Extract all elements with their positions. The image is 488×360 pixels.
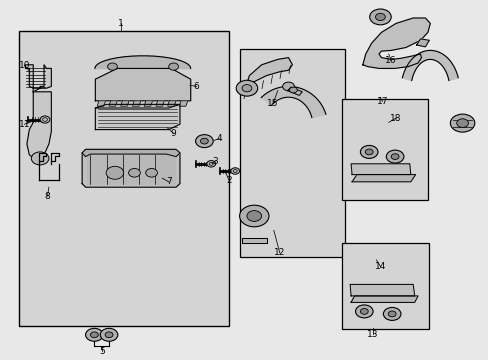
Text: 14: 14 (374, 262, 386, 271)
Polygon shape (179, 101, 187, 106)
Circle shape (390, 154, 398, 159)
Text: 18: 18 (389, 114, 401, 122)
Text: 1: 1 (118, 19, 124, 28)
Text: 13: 13 (366, 330, 378, 338)
Text: 9: 9 (170, 129, 176, 138)
Polygon shape (27, 92, 51, 160)
Circle shape (383, 307, 400, 320)
Circle shape (355, 305, 372, 318)
Circle shape (456, 119, 468, 127)
Text: 12: 12 (273, 248, 285, 257)
Text: 4: 4 (216, 134, 222, 143)
Circle shape (200, 138, 208, 144)
Circle shape (90, 332, 98, 338)
Circle shape (168, 63, 178, 70)
Polygon shape (244, 58, 292, 92)
Text: 5: 5 (99, 346, 104, 356)
Circle shape (282, 82, 294, 91)
Text: 6: 6 (193, 82, 199, 91)
Circle shape (195, 135, 213, 148)
Bar (19, 31, 228, 326)
Circle shape (387, 311, 395, 317)
Circle shape (289, 87, 297, 93)
Polygon shape (350, 296, 417, 302)
Polygon shape (402, 50, 457, 81)
Circle shape (106, 166, 123, 179)
Text: 2: 2 (225, 176, 231, 185)
Circle shape (365, 149, 372, 155)
Circle shape (85, 328, 103, 341)
Circle shape (145, 168, 157, 177)
Text: 8: 8 (44, 192, 50, 201)
Polygon shape (95, 68, 190, 101)
Polygon shape (287, 87, 302, 95)
Circle shape (31, 152, 49, 165)
Polygon shape (132, 101, 141, 106)
Bar (342, 99, 427, 200)
Polygon shape (349, 284, 414, 296)
Circle shape (40, 116, 50, 123)
Circle shape (128, 168, 140, 177)
Polygon shape (156, 101, 164, 106)
Text: 16: 16 (385, 56, 396, 65)
Circle shape (360, 309, 367, 314)
Circle shape (105, 332, 113, 338)
Polygon shape (351, 175, 415, 182)
Circle shape (242, 85, 251, 92)
Circle shape (107, 63, 117, 70)
Bar (342, 243, 428, 329)
Polygon shape (95, 104, 180, 130)
Circle shape (239, 205, 268, 227)
Polygon shape (350, 164, 410, 175)
Polygon shape (416, 39, 428, 47)
Bar (239, 49, 344, 257)
Circle shape (236, 80, 257, 96)
Polygon shape (82, 149, 180, 157)
Polygon shape (87, 156, 175, 184)
Circle shape (369, 9, 390, 25)
Text: 15: 15 (266, 99, 278, 108)
Circle shape (360, 145, 377, 158)
Text: 11: 11 (19, 120, 30, 129)
Polygon shape (109, 101, 117, 106)
Circle shape (100, 328, 118, 341)
Polygon shape (95, 104, 180, 108)
Circle shape (230, 168, 239, 174)
Polygon shape (25, 65, 51, 92)
Polygon shape (362, 18, 429, 68)
Text: 10: 10 (19, 61, 30, 70)
Text: 7: 7 (165, 177, 171, 186)
Text: 17: 17 (376, 97, 387, 106)
Polygon shape (167, 101, 176, 106)
Polygon shape (97, 101, 105, 106)
Polygon shape (121, 101, 129, 106)
Circle shape (386, 150, 403, 163)
Circle shape (206, 161, 215, 167)
Circle shape (449, 114, 474, 132)
Polygon shape (261, 86, 325, 117)
Circle shape (246, 211, 261, 221)
Text: 3: 3 (212, 157, 218, 166)
Polygon shape (82, 149, 180, 187)
Polygon shape (242, 238, 266, 243)
Polygon shape (144, 101, 152, 106)
Circle shape (375, 13, 385, 21)
Polygon shape (95, 56, 190, 68)
